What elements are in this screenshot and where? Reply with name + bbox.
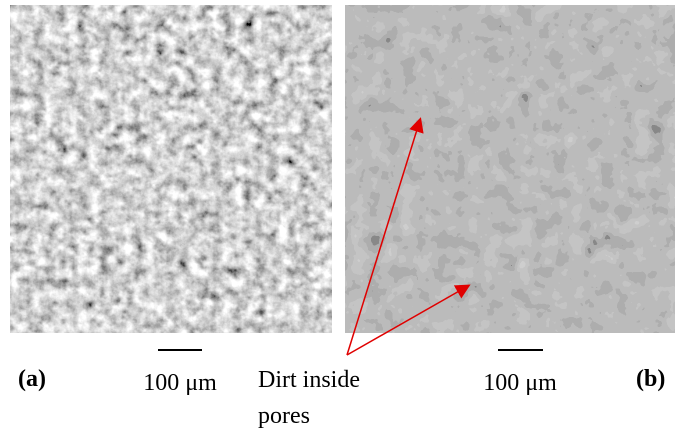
figure: (a) 100 μm Dirt inside pores 100 μm (b) (0, 0, 677, 435)
micrograph-a (10, 5, 332, 333)
panel-label: (a) (18, 366, 46, 392)
micrograph-b (345, 5, 675, 333)
annotation-text: Dirt inside (258, 367, 360, 393)
scale-label: 100 μm (483, 370, 557, 396)
scale-label: 100 μm (143, 370, 217, 396)
annotation-text: pores (258, 403, 310, 429)
page: (a) 100 μm Dirt inside pores 100 μm (b) … (0, 0, 677, 435)
panel-label: (b) (636, 366, 665, 392)
